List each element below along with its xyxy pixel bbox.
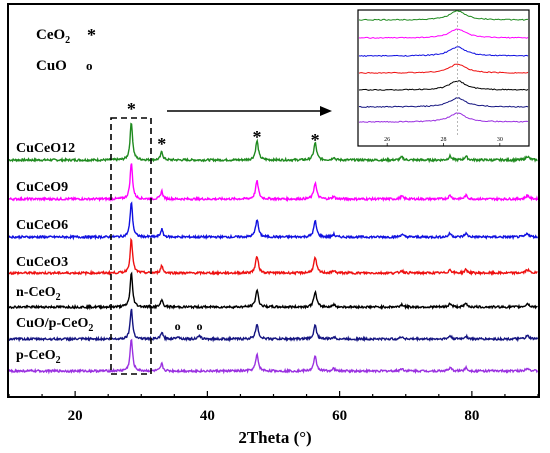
ceo2-peak-marker: * <box>311 130 320 150</box>
series-label: CuCeO3 <box>16 255 68 270</box>
inset-series-line <box>358 10 528 21</box>
x-tick-label: 60 <box>332 408 347 424</box>
ceo2-peak-marker: * <box>252 127 261 147</box>
legend-cuo-label: CuO <box>36 58 67 74</box>
x-axis-label: 2Theta (°) <box>238 428 311 447</box>
series-cuceo6-line <box>8 201 539 241</box>
series-layer <box>8 122 539 375</box>
x-axis-ticks: 20 40 60 80 <box>8 391 539 424</box>
legend-ceo2-marker: * <box>87 25 96 45</box>
inset-series-line <box>358 97 529 108</box>
cuo-peak-marker: o <box>175 319 181 333</box>
series-label: CuO/p-CeO2 <box>16 316 93 334</box>
zoom-box <box>110 117 152 375</box>
ceo2-peak-marker: * <box>157 134 166 154</box>
series-n-ceo-line <box>8 271 538 311</box>
inset: 26 28 30 <box>357 9 530 147</box>
inset-tick-label: 28 <box>441 137 447 143</box>
series-label: CuCeO6 <box>16 218 68 233</box>
annotations: * * * * o o <box>127 99 320 333</box>
series-cuceo12-line <box>8 122 538 164</box>
series-cuceo3-line <box>8 237 538 277</box>
inset-ticks: 26 28 30 <box>384 137 503 146</box>
x-tick-label: 20 <box>68 408 83 424</box>
inset-curves <box>358 10 529 123</box>
series-label: n-CeO2 <box>16 285 61 303</box>
series-label: CuCeO12 <box>16 141 75 156</box>
legend: CeO2 * CuO o <box>36 25 96 74</box>
legend-ceo2-label: CeO2 <box>36 27 70 46</box>
zoom-arrow-head <box>320 106 332 116</box>
inset-series-line <box>358 112 529 123</box>
inset-frame <box>357 9 530 147</box>
series-cuo-p-ceo-line <box>8 308 539 343</box>
inset-series-line <box>358 80 529 91</box>
inset-tick-label: 26 <box>384 137 390 143</box>
cuo-peak-marker: o <box>196 319 202 333</box>
inset-tick-label: 30 <box>497 137 503 143</box>
legend-cuo-marker: o <box>86 58 93 73</box>
x-tick-label: 40 <box>200 408 215 424</box>
inset-series-line <box>358 28 529 39</box>
inset-series-line <box>358 46 529 57</box>
series-cuceo9-line <box>8 163 539 203</box>
series-labels: CuCeO12 CuCeO9 CuCeO6 CuCeO3 n-CeO2 CuO/p-CeO… <box>16 141 93 366</box>
series-label: p-CeO2 <box>16 348 61 366</box>
inset-series-line <box>358 63 529 74</box>
series-p-ceo-line <box>8 338 539 375</box>
ceo2-peak-marker: * <box>127 99 136 119</box>
x-tick-label: 80 <box>464 408 479 424</box>
series-label: CuCeO9 <box>16 180 68 195</box>
